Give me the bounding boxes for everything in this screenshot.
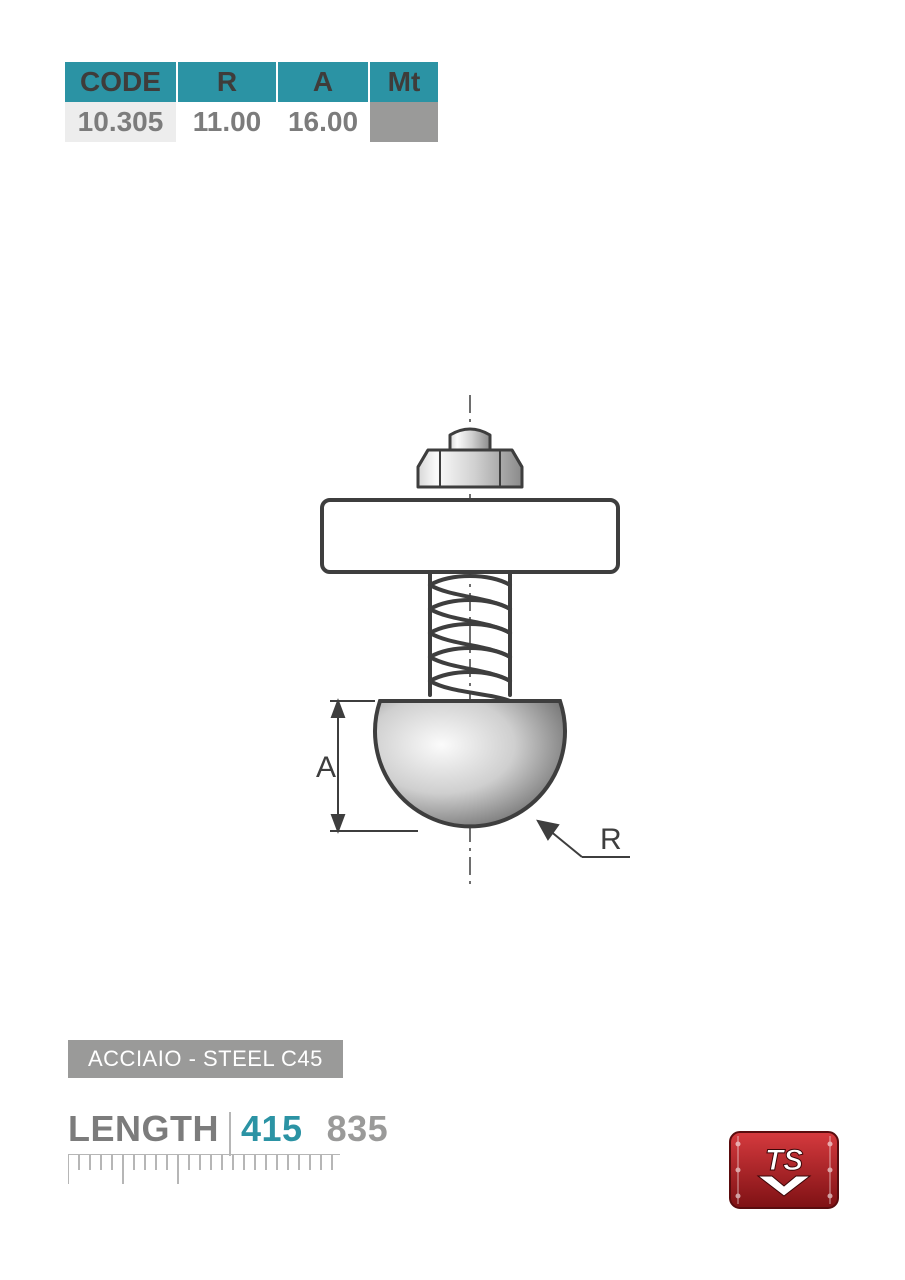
material-badge: ACCIAIO - STEEL C45: [68, 1040, 343, 1078]
technical-diagram: A R: [300, 395, 640, 885]
svg-text:TS: TS: [765, 1144, 803, 1177]
spec-table: CODE R A Mt 10.305 11.00 16.00: [65, 62, 440, 142]
dim-label-r: R: [600, 823, 622, 856]
cell-code: 10.305: [65, 102, 177, 142]
col-header-r: R: [177, 62, 277, 102]
length-value-1: 415: [241, 1108, 303, 1150]
cell-r: 11.00: [177, 102, 277, 142]
cell-a: 16.00: [277, 102, 369, 142]
length-block: LENGTH 415 835: [68, 1108, 388, 1188]
spec-data-row: 10.305 11.00 16.00: [65, 102, 439, 142]
length-value-2: 835: [327, 1108, 389, 1150]
dim-label-a: A: [316, 751, 336, 784]
brand-logo-icon: TS: [728, 1130, 840, 1210]
spec-header-row: CODE R A Mt: [65, 62, 439, 102]
col-header-a: A: [277, 62, 369, 102]
ruler-icon: [68, 1154, 340, 1188]
cell-mt: [369, 102, 439, 142]
col-header-mt: Mt: [369, 62, 439, 102]
length-separator: [229, 1112, 231, 1156]
length-label: LENGTH: [68, 1108, 219, 1150]
col-header-code: CODE: [65, 62, 177, 102]
